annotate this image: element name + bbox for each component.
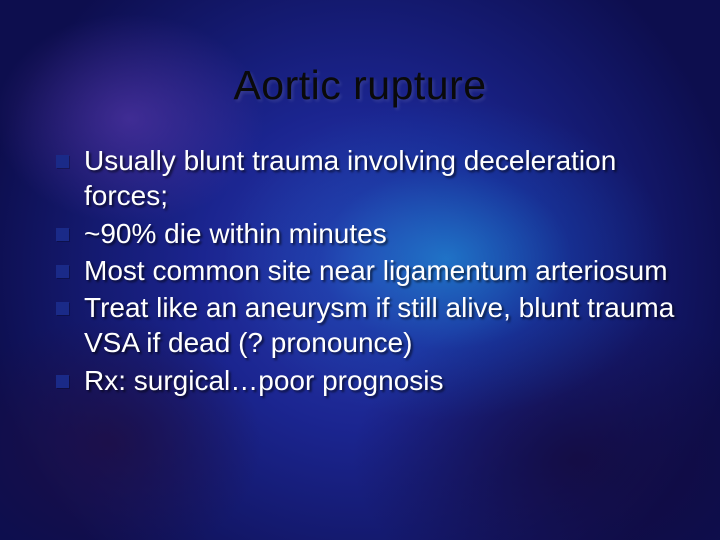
slide-title: Aortic rupture: [0, 62, 720, 109]
list-item: ~90% die within minutes: [56, 216, 680, 251]
bullet-square-icon: [56, 265, 69, 278]
bullet-text: Usually blunt trauma involving decelerat…: [84, 143, 680, 214]
bullet-square-icon: [56, 155, 69, 168]
slide: Aortic rupture Usually blunt trauma invo…: [0, 0, 720, 540]
bullet-text: Rx: surgical…poor prognosis: [84, 363, 444, 398]
bullet-list: Usually blunt trauma involving decelerat…: [0, 143, 720, 398]
bullet-text: ~90% die within minutes: [84, 216, 387, 251]
list-item: Usually blunt trauma involving decelerat…: [56, 143, 680, 214]
list-item: Treat like an aneurysm if still alive, b…: [56, 290, 680, 361]
list-item: Rx: surgical…poor prognosis: [56, 363, 680, 398]
bullet-square-icon: [56, 375, 69, 388]
bullet-text: Most common site near ligamentum arterio…: [84, 253, 668, 288]
bullet-text: Treat like an aneurysm if still alive, b…: [84, 290, 680, 361]
bullet-square-icon: [56, 302, 69, 315]
bullet-square-icon: [56, 228, 69, 241]
list-item: Most common site near ligamentum arterio…: [56, 253, 680, 288]
